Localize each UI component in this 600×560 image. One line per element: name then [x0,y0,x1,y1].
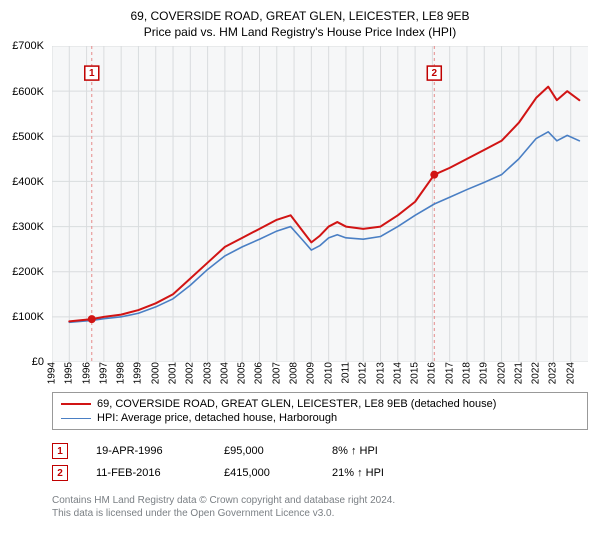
svg-text:2: 2 [432,68,438,79]
footer-line1: Contains HM Land Registry data © Crown c… [52,494,588,507]
x-tick-label: 2011 [340,362,351,384]
x-tick-label: 1995 [64,362,75,384]
legend: 69, COVERSIDE ROAD, GREAT GLEN, LEICESTE… [52,392,588,430]
transactions-table: 1 19-APR-1996 £95,000 8% ↑ HPI 2 11-FEB-2016 £… [52,440,588,484]
x-tick-label: 2004 [219,362,230,384]
x-tick-label: 2022 [531,362,542,384]
legend-swatch [61,403,91,405]
y-tick-label: £300K [12,221,44,233]
title-line1: 69, COVERSIDE ROAD, GREAT GLEN, LEICESTE… [0,8,600,24]
x-tick-label: 2009 [306,362,317,384]
x-tick-label: 2014 [392,362,403,384]
transaction-hpi-delta: 21% ↑ HPI [332,467,384,479]
y-tick-label: £400K [12,176,44,188]
y-tick-label: £500K [12,131,44,143]
x-tick-label: 2001 [168,362,179,384]
x-tick-label: 2020 [496,362,507,384]
legend-swatch [61,418,91,419]
x-tick-label: 2010 [323,362,334,384]
transaction-row: 2 11-FEB-2016 £415,000 21% ↑ HPI [52,462,588,484]
y-tick-label: £200K [12,266,44,278]
x-tick-label: 1994 [47,362,58,384]
transaction-price: £415,000 [224,467,304,479]
transaction-price: £95,000 [224,445,304,457]
x-tick-label: 2012 [358,362,369,384]
legend-label: 69, COVERSIDE ROAD, GREAT GLEN, LEICESTE… [97,398,496,410]
x-tick-label: 2005 [237,362,248,384]
x-tick-label: 1996 [81,362,92,384]
sale-marker-dot [430,171,438,179]
x-tick-label: 2018 [461,362,472,384]
sale-marker-dot [88,315,96,323]
x-tick-label: 2015 [410,362,421,384]
x-tick-label: 2002 [185,362,196,384]
x-tick-label: 2006 [254,362,265,384]
x-tick-label: 2013 [375,362,386,384]
x-tick-label: 1997 [98,362,109,384]
transaction-badge: 1 [52,443,68,459]
x-axis-ticks: 1994199519961997199819992000200120022003… [52,362,588,386]
x-tick-label: 2017 [444,362,455,384]
transaction-date: 11-FEB-2016 [96,467,196,479]
x-tick-label: 2016 [427,362,438,384]
transaction-hpi-delta: 8% ↑ HPI [332,445,378,457]
y-tick-label: £600K [12,86,44,98]
legend-row: 69, COVERSIDE ROAD, GREAT GLEN, LEICESTE… [61,397,579,411]
x-tick-label: 2008 [289,362,300,384]
x-tick-label: 2003 [202,362,213,384]
plot-area: 12 [52,46,588,362]
x-tick-label: 2007 [271,362,282,384]
y-tick-label: £700K [12,40,44,52]
transaction-date: 19-APR-1996 [96,445,196,457]
footer-line2: This data is licensed under the Open Gov… [52,507,588,520]
series-property [69,87,579,322]
y-tick-label: £100K [12,311,44,323]
transaction-badge: 2 [52,465,68,481]
svg-text:1: 1 [89,68,95,79]
x-tick-label: 2023 [548,362,559,384]
legend-row: HPI: Average price, detached house, Harb… [61,411,579,425]
legend-label: HPI: Average price, detached house, Harb… [97,412,337,424]
chart: 12 £0£100K£200K£300K£400K£500K£600K£700K… [52,46,588,386]
transaction-row: 1 19-APR-1996 £95,000 8% ↑ HPI [52,440,588,462]
footer: Contains HM Land Registry data © Crown c… [52,494,588,520]
x-tick-label: 2000 [150,362,161,384]
x-tick-label: 2024 [565,362,576,384]
y-tick-label: £0 [32,356,44,368]
x-tick-label: 2019 [479,362,490,384]
x-tick-label: 2021 [513,362,524,384]
x-tick-label: 1999 [133,362,144,384]
y-axis-ticks: £0£100K£200K£300K£400K£500K£600K£700K [0,46,48,362]
x-tick-label: 1998 [116,362,127,384]
title-line2: Price paid vs. HM Land Registry's House … [0,24,600,40]
